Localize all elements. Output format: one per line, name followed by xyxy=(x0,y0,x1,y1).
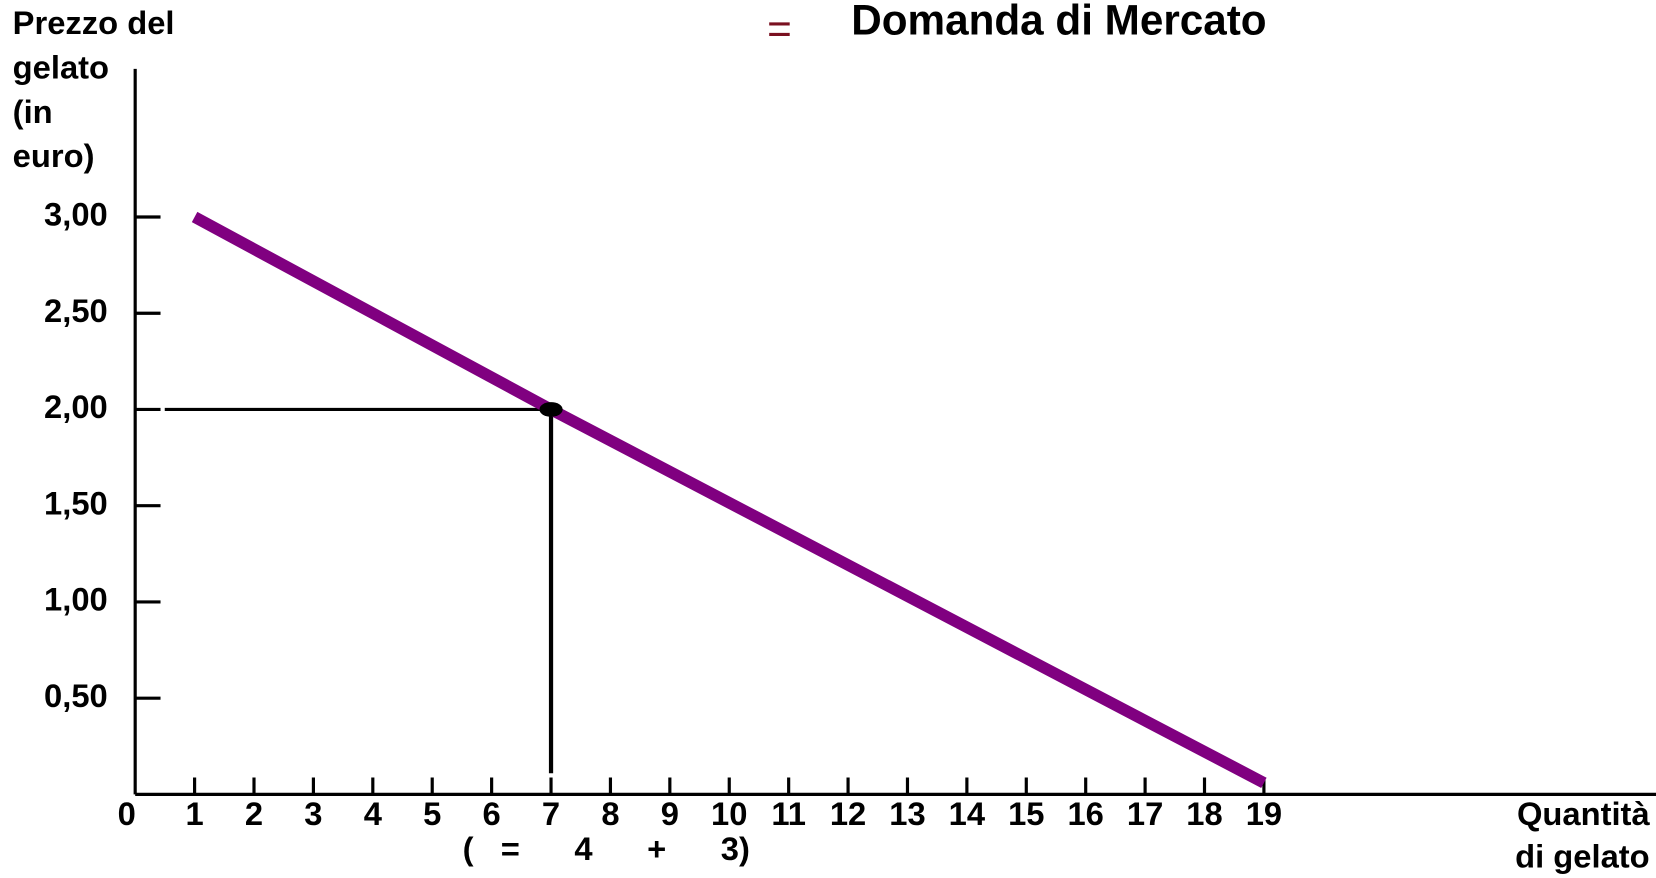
x-tick-label: 12 xyxy=(830,795,866,832)
x-tick-label: 4 xyxy=(364,795,383,832)
x-tick-label: 7 xyxy=(542,795,560,832)
x-tick-label: 18 xyxy=(1186,795,1222,832)
x-tick-label: 6 xyxy=(483,795,501,832)
x-tick-label: 0 xyxy=(118,795,136,832)
x-tick-label: 13 xyxy=(889,795,925,832)
y-tick-label: 0,50 xyxy=(44,677,108,714)
x-tick-label: 11 xyxy=(771,795,806,832)
y-tick-label: 2,50 xyxy=(44,292,108,329)
point xyxy=(539,402,563,417)
x-tick-label: 16 xyxy=(1067,795,1103,832)
y-axis-label: Prezzo del xyxy=(13,4,175,41)
y-axis-label: (in xyxy=(13,93,53,130)
x-tick-label: 17 xyxy=(1127,795,1163,832)
y-tick-label: 3,00 xyxy=(44,196,108,233)
x-tick-label: 14 xyxy=(949,795,986,832)
x-tick-label: 19 xyxy=(1246,795,1282,832)
y-axis-label: euro) xyxy=(13,137,95,174)
x-axis-label: di gelato xyxy=(1515,837,1650,874)
x-tick-label: 1 xyxy=(185,795,203,832)
y-tick-label: 1,50 xyxy=(44,484,108,521)
x-tick-label: 15 xyxy=(1008,795,1044,832)
x-axis-label: Quantità xyxy=(1517,795,1650,832)
y-tick-label: 2,00 xyxy=(44,388,108,425)
title-symbol: = xyxy=(767,5,792,52)
annotation: ( = 4 + 3) xyxy=(463,830,750,867)
demand-line xyxy=(191,211,1267,788)
y-tick-label: 1,00 xyxy=(44,581,108,618)
x-tick-label: 8 xyxy=(601,795,619,832)
x-tick-label: 9 xyxy=(661,795,679,832)
x-tick-label: 10 xyxy=(711,795,747,832)
x-tick-label: 5 xyxy=(423,795,441,832)
x-tick-label: 3 xyxy=(304,795,322,832)
chart-title: Domanda di Mercato xyxy=(851,0,1266,44)
x-tick-label: 2 xyxy=(245,795,263,832)
y-axis-label: gelato xyxy=(13,49,109,86)
